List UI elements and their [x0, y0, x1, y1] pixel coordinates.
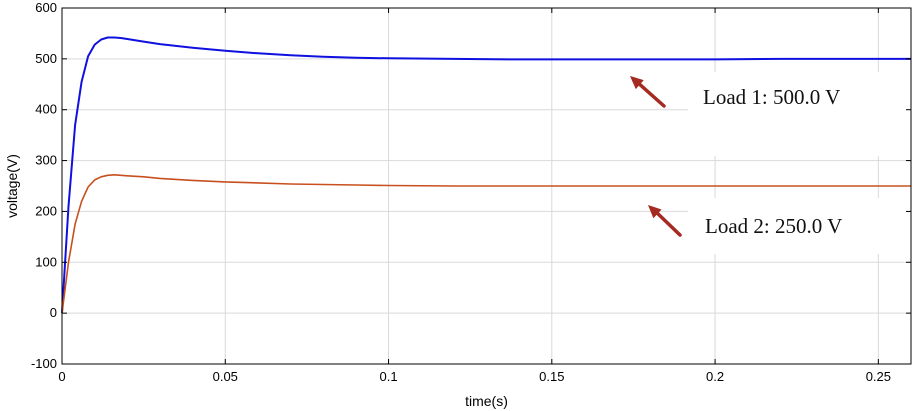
annotations: Load 1: 500.0 V Load 2: 250.0 V — [630, 72, 911, 254]
annotation-arrow-head — [630, 76, 644, 90]
annotation-label: Load 1: 500.0 V — [703, 85, 840, 109]
annotation-arrow-head — [648, 205, 662, 219]
y-tick-label: 600 — [35, 0, 57, 15]
axis-ticks: 0 0.05 0.1 0.15 0.2 0.25-10001002003004005006… — [31, 0, 911, 384]
x-tick-label: 0.2 — [706, 369, 724, 384]
plot-frame — [61, 7, 912, 365]
annotation-box — [688, 72, 911, 156]
x-tick-label: 0.05 — [213, 369, 238, 384]
x-tick-label: 0.25 — [866, 369, 891, 384]
series-line-2 — [61, 174, 911, 314]
y-tick-label: -100 — [31, 356, 57, 371]
y-tick-label: 200 — [35, 203, 57, 218]
y-tick-label: 0 — [50, 305, 57, 320]
annotation-arrow-shaft — [634, 79, 666, 108]
x-tick-label: 0.15 — [539, 369, 564, 384]
y-tick-label: 100 — [35, 254, 57, 269]
x-axis-title: time(s) — [465, 393, 508, 409]
y-tick-label: 400 — [35, 102, 57, 117]
x-tick-label: 0.1 — [379, 369, 397, 384]
annotation-label: Load 2: 250.0 V — [705, 214, 842, 238]
y-tick-label: 500 — [35, 51, 57, 66]
annotation-box — [688, 198, 911, 254]
annotation-arrow-shaft — [652, 208, 682, 237]
y-tick-label: 300 — [35, 153, 57, 168]
series-lines — [61, 36, 911, 314]
series-line-1 — [61, 36, 911, 314]
x-tick-label: 0 — [58, 369, 65, 384]
y-axis-title: voltage(V) — [4, 154, 20, 218]
